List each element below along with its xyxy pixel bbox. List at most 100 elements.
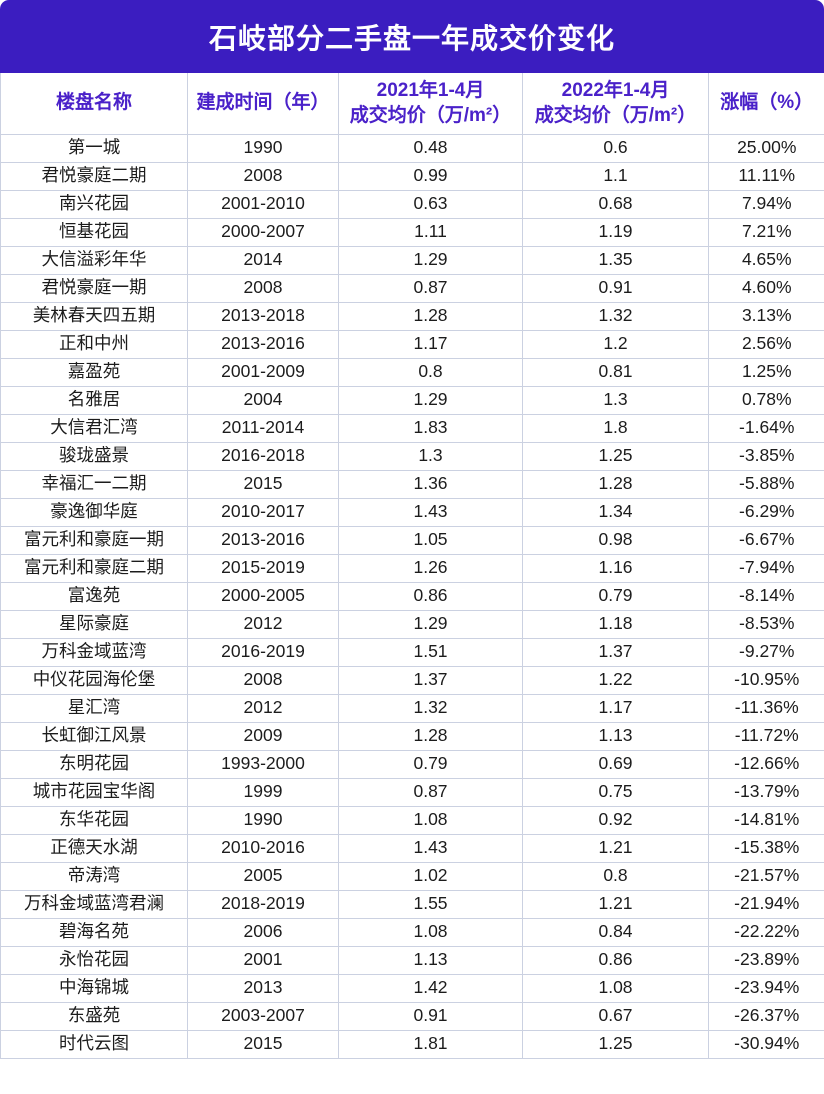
cell-name: 富元利和豪庭二期 [0, 553, 188, 583]
cell-price-2022: 1.25 [522, 1029, 709, 1059]
cell-built-year: 2013 [187, 973, 339, 1003]
cell-change-pct: 7.21% [708, 217, 824, 247]
table-row: 名雅居 2004 1.29 1.3 0.78% [0, 385, 824, 415]
cell-price-2021: 1.29 [338, 245, 523, 275]
cell-price-2022: 1.13 [522, 721, 709, 751]
cell-price-2021: 1.05 [338, 525, 523, 555]
table-row: 正和中州 2013-2016 1.17 1.2 2.56% [0, 329, 824, 359]
cell-price-2022: 1.25 [522, 441, 709, 471]
cell-change-pct: 25.00% [708, 133, 824, 163]
cell-price-2022: 1.1 [522, 161, 709, 191]
table-row: 第一城 1990 0.48 0.6 25.00% [0, 133, 824, 163]
cell-price-2022: 1.21 [522, 889, 709, 919]
cell-change-pct: -9.27% [708, 637, 824, 667]
cell-built-year: 2008 [187, 161, 339, 191]
cell-price-2022: 1.17 [522, 693, 709, 723]
cell-built-year: 1990 [187, 805, 339, 835]
cell-name: 永怡花园 [0, 945, 188, 975]
cell-price-2022: 0.75 [522, 777, 709, 807]
cell-price-2022: 1.34 [522, 497, 709, 527]
cell-price-2021: 0.99 [338, 161, 523, 191]
cell-change-pct: -15.38% [708, 833, 824, 863]
table-row: 长虹御江风景 2009 1.28 1.13 -11.72% [0, 721, 824, 751]
cell-price-2022: 1.2 [522, 329, 709, 359]
cell-name: 美林春天四五期 [0, 301, 188, 331]
cell-change-pct: -30.94% [708, 1029, 824, 1059]
cell-change-pct: -22.22% [708, 917, 824, 947]
cell-built-year: 2008 [187, 273, 339, 303]
table-row: 万科金域蓝湾 2016-2019 1.51 1.37 -9.27% [0, 637, 824, 667]
page-title: 石岐部分二手盘一年成交价变化 [208, 22, 615, 54]
cell-built-year: 2001-2009 [187, 357, 339, 387]
table-row: 时代云图 2015 1.81 1.25 -30.94% [0, 1029, 824, 1059]
cell-change-pct: -11.36% [708, 693, 824, 723]
cell-change-pct: -26.37% [708, 1001, 824, 1031]
cell-built-year: 1993-2000 [187, 749, 339, 779]
cell-price-2021: 1.37 [338, 665, 523, 695]
cell-price-2021: 1.11 [338, 217, 523, 247]
cell-change-pct: -23.89% [708, 945, 824, 975]
table-row: 东明花园 1993-2000 0.79 0.69 -12.66% [0, 749, 824, 779]
table-row: 南兴花园 2001-2010 0.63 0.68 7.94% [0, 189, 824, 219]
cell-price-2022: 1.18 [522, 609, 709, 639]
cell-name: 碧海名苑 [0, 917, 188, 947]
cell-name: 豪逸御华庭 [0, 497, 188, 527]
table-row: 大信溢彩年华 2014 1.29 1.35 4.65% [0, 245, 824, 275]
cell-price-2022: 0.98 [522, 525, 709, 555]
cell-price-2021: 1.08 [338, 917, 523, 947]
cell-change-pct: -23.94% [708, 973, 824, 1003]
price-change-table: 楼盘名称 建成时间（年） 2021年1-4月 成交均价（万/m²） 2022年1-4月… [0, 73, 824, 1059]
table-row: 星际豪庭 2012 1.29 1.18 -8.53% [0, 609, 824, 639]
cell-built-year: 2004 [187, 385, 339, 415]
table-row: 富逸苑 2000-2005 0.86 0.79 -8.14% [0, 581, 824, 611]
cell-built-year: 2001 [187, 945, 339, 975]
cell-price-2021: 1.08 [338, 805, 523, 835]
column-header-price-2021: 2021年1-4月 成交均价（万/m²） [338, 73, 523, 135]
cell-price-2021: 1.3 [338, 441, 523, 471]
cell-change-pct: -11.72% [708, 721, 824, 751]
cell-built-year: 2012 [187, 609, 339, 639]
column-header-price-2022: 2022年1-4月 成交均价（万/m²） [522, 73, 709, 135]
table-row: 幸福汇一二期 2015 1.36 1.28 -5.88% [0, 469, 824, 499]
cell-price-2021: 0.91 [338, 1001, 523, 1031]
table-row: 中海锦城 2013 1.42 1.08 -23.94% [0, 973, 824, 1003]
cell-price-2021: 1.43 [338, 497, 523, 527]
table-row: 恒基花园 2000-2007 1.11 1.19 7.21% [0, 217, 824, 247]
header-row: 楼盘名称 建成时间（年） 2021年1-4月 成交均价（万/m²） 2022年1-4月… [0, 73, 824, 135]
table-row: 星汇湾 2012 1.32 1.17 -11.36% [0, 693, 824, 723]
cell-name: 中仪花园海伦堡 [0, 665, 188, 695]
cell-name: 第一城 [0, 133, 188, 163]
cell-name: 富逸苑 [0, 581, 188, 611]
cell-price-2022: 1.35 [522, 245, 709, 275]
table-row: 美林春天四五期 2013-2018 1.28 1.32 3.13% [0, 301, 824, 331]
cell-price-2022: 1.32 [522, 301, 709, 331]
cell-change-pct: 7.94% [708, 189, 824, 219]
cell-built-year: 2001-2010 [187, 189, 339, 219]
cell-change-pct: 3.13% [708, 301, 824, 331]
cell-price-2022: 1.16 [522, 553, 709, 583]
cell-price-2021: 0.79 [338, 749, 523, 779]
cell-built-year: 2013-2016 [187, 329, 339, 359]
cell-name: 东盛苑 [0, 1001, 188, 1031]
cell-change-pct: -13.79% [708, 777, 824, 807]
cell-change-pct: -10.95% [708, 665, 824, 695]
cell-price-2022: 0.8 [522, 861, 709, 891]
cell-price-2022: 0.84 [522, 917, 709, 947]
cell-name: 中海锦城 [0, 973, 188, 1003]
cell-price-2021: 1.29 [338, 609, 523, 639]
cell-change-pct: 11.11% [708, 161, 824, 191]
cell-change-pct: -8.53% [708, 609, 824, 639]
cell-name: 嘉盈苑 [0, 357, 188, 387]
cell-built-year: 2014 [187, 245, 339, 275]
table-row: 东盛苑 2003-2007 0.91 0.67 -26.37% [0, 1001, 824, 1031]
cell-price-2022: 0.92 [522, 805, 709, 835]
cell-price-2021: 1.17 [338, 329, 523, 359]
cell-name: 君悦豪庭二期 [0, 161, 188, 191]
cell-change-pct: -5.88% [708, 469, 824, 499]
cell-price-2021: 1.55 [338, 889, 523, 919]
cell-built-year: 2003-2007 [187, 1001, 339, 1031]
cell-name: 幸福汇一二期 [0, 469, 188, 499]
cell-built-year: 2010-2016 [187, 833, 339, 863]
cell-name: 万科金域蓝湾 [0, 637, 188, 667]
cell-name: 万科金域蓝湾君澜 [0, 889, 188, 919]
